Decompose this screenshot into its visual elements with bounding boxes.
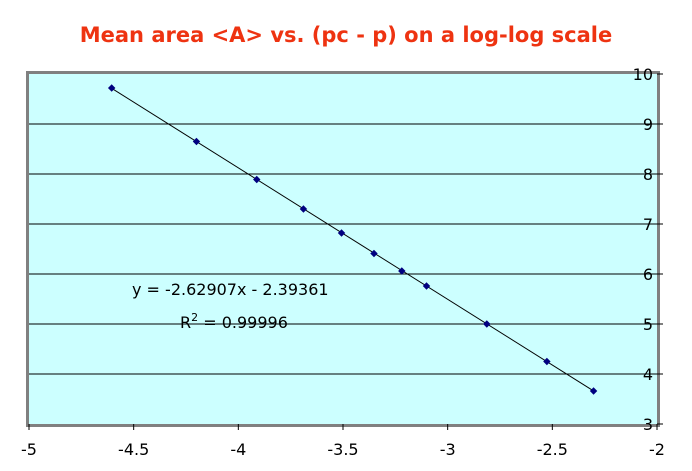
gridlines [29, 123, 657, 375]
y-tick-label: 7 [643, 215, 653, 234]
trendline-group [111, 87, 594, 392]
x-tick-label: -5 [21, 440, 37, 459]
x-tick-label: -3.5 [327, 440, 358, 459]
data-point [398, 267, 406, 275]
y-tick-label: 8 [643, 165, 653, 184]
x-tick-label: -4 [230, 440, 246, 459]
r-squared-symbol: R [180, 313, 191, 332]
x-tick-label: -4.5 [118, 440, 149, 459]
plot-area [26, 71, 660, 427]
y-tick-label: 3 [643, 415, 653, 434]
data-point [337, 229, 346, 237]
r-squared-value: = 0.99996 [198, 313, 288, 332]
chart-title: Mean area <A> vs. (pc - p) on a log-log … [80, 23, 613, 47]
y-tick-label: 5 [643, 315, 653, 334]
r-squared-superscript: 2 [191, 311, 198, 324]
data-point [192, 137, 201, 146]
axes: 3 4 5 6 7 8 9 10 -5 -4.5 -4 -3.5 -3 -2.5 -2 [21, 65, 665, 459]
r-squared-label: R2 = 0.99996 [180, 311, 288, 332]
y-tick-label: 9 [643, 115, 653, 134]
trendline [111, 87, 594, 392]
data-point [589, 387, 598, 395]
data-points [107, 84, 598, 395]
data-point [299, 205, 308, 213]
y-tick-label: 6 [643, 265, 653, 284]
x-tick-label: -3 [440, 440, 456, 459]
x-tick-label: -2.5 [537, 440, 568, 459]
y-tick-label: 10 [633, 65, 653, 84]
data-point [543, 357, 551, 366]
data-point [253, 175, 261, 184]
data-point [370, 249, 378, 258]
trendline-equation: y = -2.62907x - 2.39361 [132, 280, 329, 299]
data-point [483, 320, 491, 328]
data-point [107, 84, 116, 92]
data-point [422, 282, 431, 290]
y-tick-label: 4 [643, 365, 653, 384]
x-tick-label: -2 [649, 440, 665, 459]
